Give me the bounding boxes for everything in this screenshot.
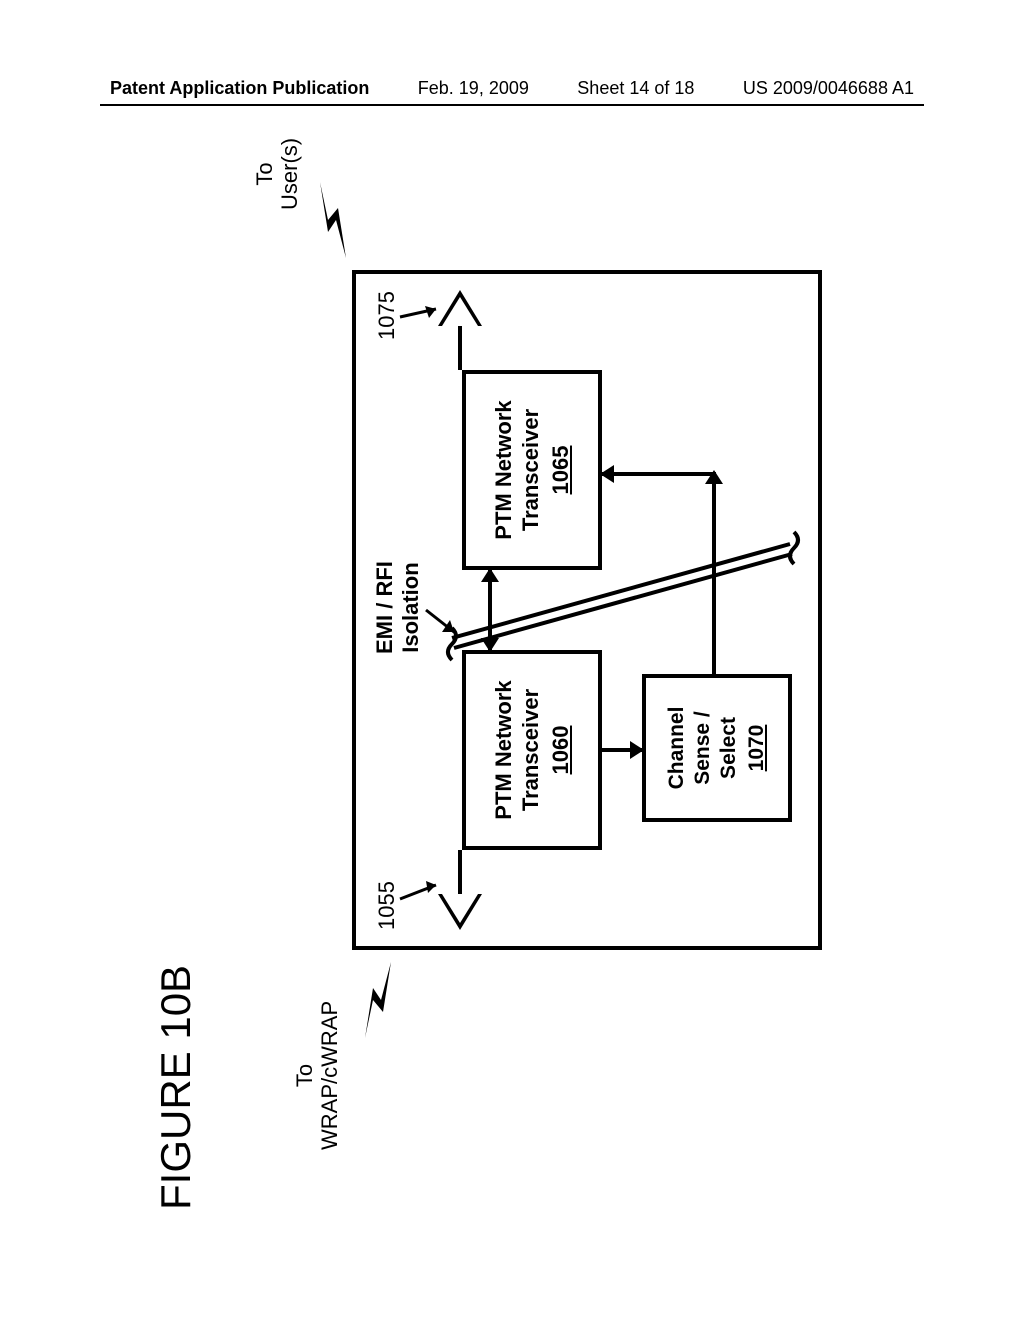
ref-pointer — [398, 877, 445, 903]
isolation-label: EMI / RFI Isolation — [372, 561, 425, 654]
external-left-label: To WRAP/cWRAP — [292, 1001, 343, 1150]
external-right-line1: To — [252, 138, 277, 210]
block-ptm2-l2: Transceiver — [517, 409, 545, 531]
conn-ptm1-channel — [602, 748, 642, 752]
block-ptm1-l1: PTM Network — [490, 680, 518, 819]
lightning-icon — [347, 960, 407, 1040]
figure-stage: FIGURE 10B To WRAP/cWRAP To User(s) — [152, 110, 872, 1210]
figure-title: FIGURE 10B — [152, 965, 200, 1210]
external-right-line2: User(s) — [277, 138, 302, 210]
block-ptm1: PTM Network Transceiver 1060 — [462, 650, 602, 850]
isolation-barrier — [442, 520, 817, 670]
antenna-left-ref: 1055 — [374, 881, 400, 930]
header-left: Patent Application Publication — [110, 78, 369, 99]
isolation-l2: Isolation — [398, 561, 424, 654]
ref-pointer — [398, 301, 445, 335]
block-ptm2-ref: 1065 — [547, 446, 575, 495]
header-date: Feb. 19, 2009 — [418, 78, 529, 99]
figure-rotated: FIGURE 10B To WRAP/cWRAP To User(s) — [152, 110, 872, 1210]
conn-channel-ptm2 — [602, 472, 716, 476]
block-ptm2-l1: PTM Network — [490, 400, 518, 539]
block-ptm1-l2: Transceiver — [517, 689, 545, 811]
block-channel: Channel Sense / Select 1070 — [642, 674, 792, 822]
block-ch-l1: Channel — [664, 707, 690, 790]
external-left-line2: WRAP/cWRAP — [317, 1001, 342, 1150]
page-header: Patent Application Publication Feb. 19, … — [0, 78, 1024, 99]
antenna-left-stem — [458, 850, 462, 894]
antenna-right-ref: 1075 — [374, 291, 400, 340]
antenna-right-stem — [458, 326, 462, 370]
lightning-icon — [302, 180, 362, 260]
header-rule — [100, 104, 924, 106]
header-sheet: Sheet 14 of 18 — [577, 78, 694, 99]
external-right-label: To User(s) — [252, 138, 303, 210]
block-ptm1-ref: 1060 — [547, 726, 575, 775]
block-ch-l2: Sense / — [690, 711, 716, 785]
block-ch-ref: 1070 — [744, 725, 770, 772]
isolation-l1: EMI / RFI — [372, 561, 398, 654]
block-ch-l3: Select — [716, 717, 742, 779]
header-pubno: US 2009/0046688 A1 — [743, 78, 914, 99]
external-left-line1: To — [292, 1001, 317, 1150]
